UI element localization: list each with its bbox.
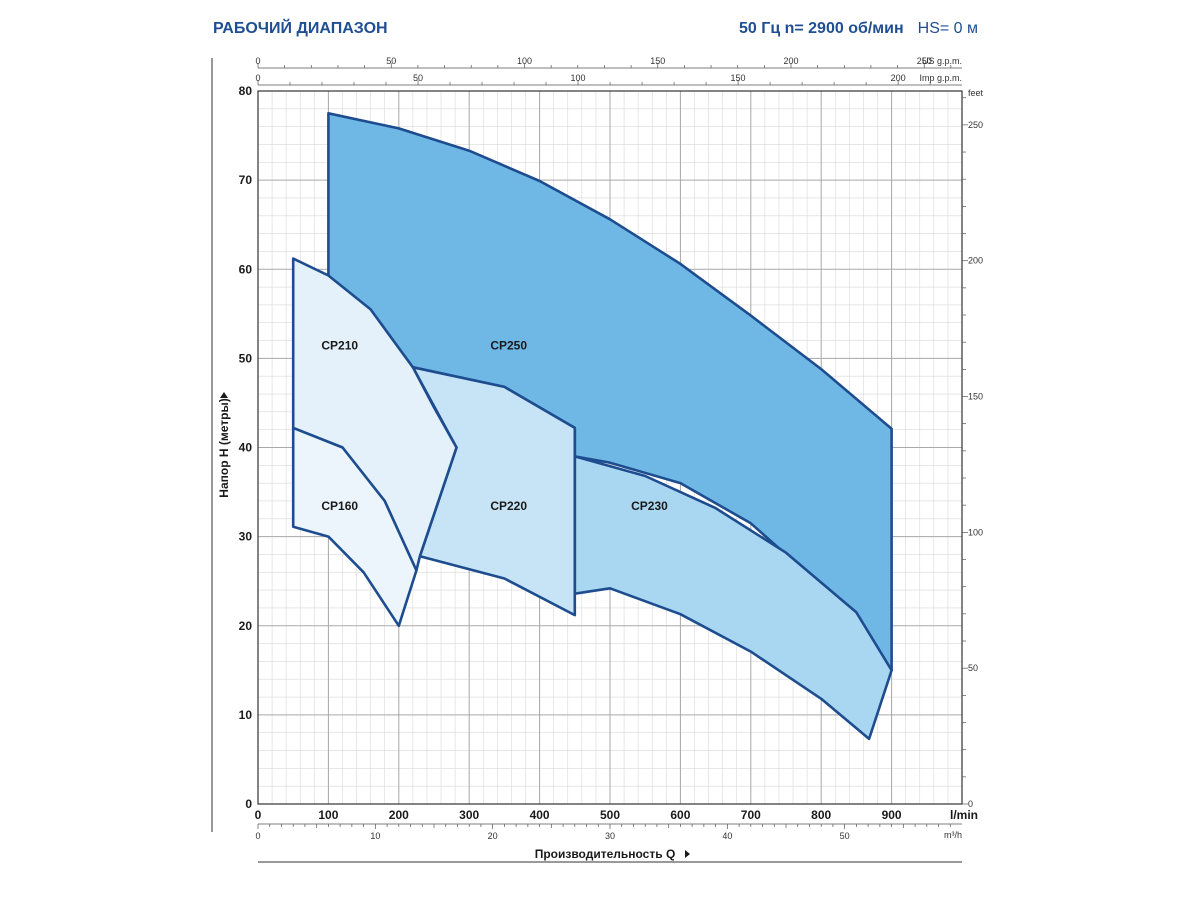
hs-value: HS= 0 м: [917, 20, 978, 37]
m3h-tick-label: 50: [840, 831, 850, 841]
series-area-cp230: [573, 455, 893, 741]
series-label-cp160: CP160: [321, 499, 358, 513]
m3h-tick-label: 20: [488, 831, 498, 841]
m3h-tick-label: 0: [255, 831, 260, 841]
x-tick-label: 400: [530, 808, 550, 822]
imp-gpm-tick-label: 100: [571, 73, 586, 83]
y-tick-label: 50: [239, 351, 253, 365]
feet-tick-label: 150: [968, 392, 983, 402]
y-tick-label: 60: [239, 262, 253, 276]
us-gpm-tick-label: 150: [650, 56, 665, 66]
series-area-cp160: [291, 426, 418, 628]
series-label-cp220: CP220: [490, 499, 527, 513]
us-gpm-tick-label: 100: [517, 56, 532, 66]
m3h-tick-label: 40: [722, 831, 732, 841]
feet-tick-label: 50: [968, 663, 978, 673]
m3h-unit-label: m³/h: [944, 830, 962, 840]
x-axis-title: Производительность Q: [535, 847, 676, 861]
y-axis-title: Напор H (метры): [217, 398, 231, 497]
x-tick-label: 100: [318, 808, 338, 822]
imp-gpm-tick-label: 0: [255, 73, 260, 83]
us-gpm-unit-label: US g.p.m.: [922, 56, 962, 66]
page-title: РАБОЧИЙ ДИАПАЗОН: [213, 20, 388, 37]
series-label-cp250: CP250: [490, 338, 527, 352]
y-tick-label: 80: [239, 84, 253, 98]
operating-conditions: 50 Гц n= 2900 об/мин HS= 0 м: [739, 20, 978, 38]
x-unit-label: l/min: [950, 808, 978, 822]
imp-gpm-tick-label: 50: [413, 73, 423, 83]
imp-gpm-tick-label: 150: [731, 73, 746, 83]
y-tick-label: 10: [239, 708, 253, 722]
feet-tick-label: 0: [968, 799, 973, 809]
m3h-tick-label: 30: [605, 831, 615, 841]
x-tick-label: 500: [600, 808, 620, 822]
us-gpm-tick-label: 250: [917, 56, 932, 66]
x-tick-label: 900: [882, 808, 902, 822]
us-gpm-tick-label: 0: [255, 56, 260, 66]
imp-gpm-unit-label: Imp g.p.m.: [919, 73, 962, 83]
series-label-cp230: CP230: [631, 499, 668, 513]
imp-gpm-tick-label: 200: [891, 73, 906, 83]
x-tick-label: 700: [741, 808, 761, 822]
us-gpm-tick-label: 50: [386, 56, 396, 66]
x-tick-label: 300: [459, 808, 479, 822]
y-tick-label: 30: [239, 530, 253, 544]
y-tick-label: 20: [239, 619, 253, 633]
y-tick-label: 70: [239, 173, 253, 187]
x-tick-label: 800: [811, 808, 831, 822]
m3h-tick-label: 10: [370, 831, 380, 841]
x-tick-label: 0: [255, 808, 262, 822]
series-label-cp210: CP210: [321, 338, 358, 352]
x-axis-arrow-icon: [685, 850, 690, 858]
feet-unit-label: feet: [968, 88, 984, 98]
plot-frame: [257, 90, 963, 805]
x-tick-label: 600: [670, 808, 690, 822]
feet-tick-label: 250: [968, 120, 983, 130]
x-tick-label: 200: [389, 808, 409, 822]
feet-tick-label: 100: [968, 527, 983, 537]
y-tick-label: 40: [239, 441, 253, 455]
feet-tick-label: 200: [968, 256, 983, 266]
frequency-speed: 50 Гц n= 2900 об/мин: [739, 20, 904, 37]
y-tick-label: 0: [245, 797, 252, 811]
us-gpm-tick-label: 200: [783, 56, 798, 66]
y-axis-arrow-icon: [220, 392, 228, 398]
